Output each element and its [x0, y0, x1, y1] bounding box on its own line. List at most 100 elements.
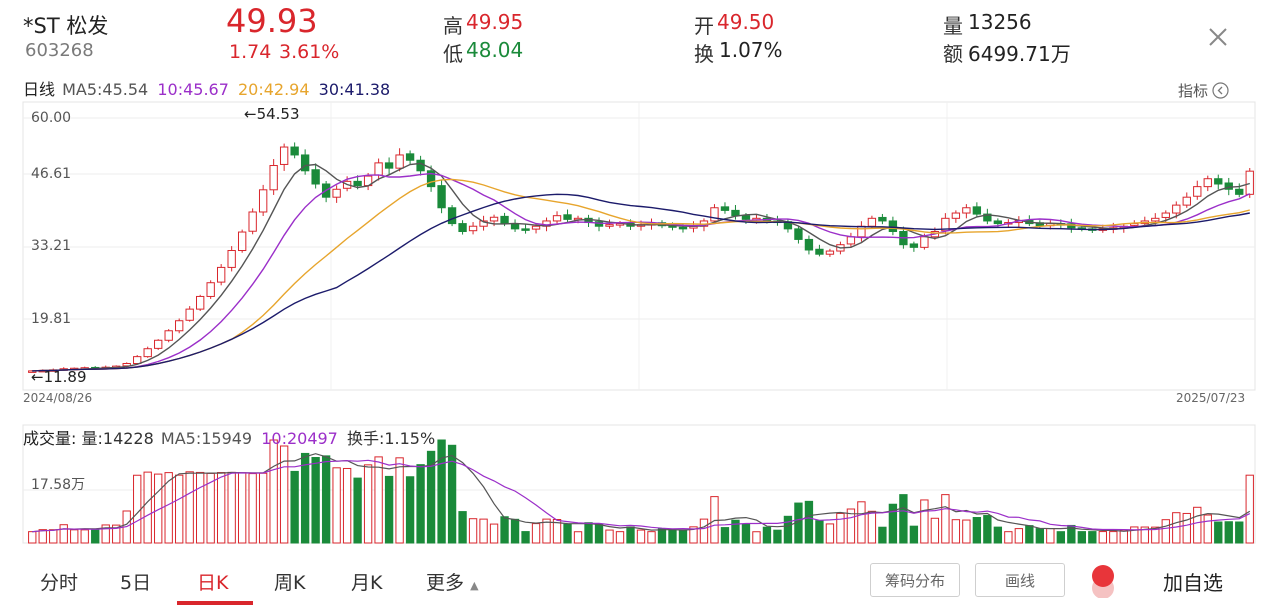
volume-bar	[762, 526, 772, 544]
y-tick-19: 19.81	[31, 311, 72, 327]
volume-bar	[164, 472, 173, 544]
tab-weekly-k[interactable]: 周K	[274, 572, 306, 594]
volume-bar	[699, 518, 709, 544]
volume-bar	[363, 464, 373, 544]
candle-body	[154, 339, 163, 349]
candle-body	[626, 222, 635, 227]
volume-bar	[468, 518, 478, 544]
volume-bar	[573, 531, 583, 544]
volume-bar	[752, 531, 761, 544]
candle-body	[458, 223, 467, 233]
candle-body	[290, 146, 299, 156]
candle-body	[479, 220, 488, 227]
volume-bar	[531, 523, 541, 544]
volume-bar	[1235, 521, 1244, 544]
volume-bar	[1224, 521, 1233, 544]
candle-body	[216, 266, 226, 283]
candle-body	[1172, 204, 1181, 214]
candle-body	[101, 366, 110, 370]
volume-bar	[1182, 512, 1191, 544]
chips-distribution-button[interactable]: 筹码分布	[870, 563, 960, 597]
y-tick-46: 46.61	[31, 166, 72, 182]
volume-bar	[384, 475, 394, 544]
volume-bar	[1046, 528, 1055, 544]
volume-bar	[857, 501, 866, 544]
tab-5day[interactable]: 5日	[120, 572, 152, 594]
candle-body	[332, 188, 341, 198]
period-label: 日线	[23, 80, 56, 99]
candle-body	[615, 223, 625, 226]
tab-monthly-k[interactable]: 月K	[351, 572, 383, 594]
volume-bar	[1014, 528, 1024, 544]
candle-body	[342, 180, 352, 189]
y-tick-33: 33.21	[31, 238, 72, 254]
volume-bar	[1067, 524, 1076, 544]
low-marker: ←11.89	[31, 368, 87, 386]
candle-body	[710, 207, 719, 222]
candle-body	[164, 330, 173, 341]
candle-body	[1077, 227, 1086, 230]
indicator-button[interactable]: 指标	[1178, 80, 1229, 101]
candle-body	[867, 217, 877, 227]
tab-daily-k[interactable]: 日K	[197, 572, 229, 594]
candle-body	[531, 225, 541, 230]
caret-up-icon: ▲	[470, 579, 479, 592]
candle-body	[1046, 223, 1055, 227]
tab-intraday[interactable]: 分时	[40, 572, 79, 594]
candle-body	[668, 225, 677, 228]
volume-bar	[783, 515, 793, 544]
volume-bar	[741, 523, 751, 544]
candle-body	[112, 365, 121, 369]
volume-bar	[647, 531, 656, 544]
volume-value: 13256	[968, 10, 1032, 34]
volume-bar	[311, 457, 320, 544]
volume-bar	[395, 457, 404, 544]
volume-bar	[112, 524, 121, 544]
candle-body	[773, 220, 782, 224]
tab-more[interactable]: 更多 ▲	[426, 568, 479, 595]
volume-bar	[836, 512, 845, 544]
volume-ma5-line	[32, 453, 1251, 533]
volume-bar	[1088, 531, 1097, 544]
volume-bar	[815, 520, 824, 544]
candle-body	[248, 211, 257, 232]
close-icon[interactable]	[1206, 25, 1230, 49]
candle-body	[1014, 219, 1024, 224]
draw-line-button[interactable]: 画线	[975, 563, 1065, 597]
candle-body	[1088, 228, 1097, 231]
candle-body	[762, 217, 772, 222]
candle-body	[678, 226, 688, 230]
volume-bar	[846, 508, 856, 544]
candle-body	[825, 250, 835, 255]
ma5-line	[32, 162, 1250, 372]
volume-bar	[657, 528, 667, 544]
volume-bar	[542, 518, 551, 544]
volume-bar	[825, 523, 835, 544]
candle-body	[815, 248, 824, 255]
candle-body	[647, 223, 656, 226]
open-label: 开	[694, 14, 714, 38]
candle-body	[731, 209, 740, 217]
candle-body	[657, 222, 667, 227]
volume-bar	[1172, 512, 1181, 544]
volume-bar	[510, 518, 520, 544]
volume-bar	[59, 524, 68, 544]
volume-bar	[521, 531, 530, 544]
candle-body	[741, 215, 751, 220]
add-watchlist-button[interactable]: 加自选	[1163, 571, 1223, 595]
volume-bar	[678, 529, 688, 544]
candle-body	[720, 206, 730, 211]
high-marker: ←54.53	[244, 105, 300, 123]
candle-body	[584, 217, 593, 224]
volume-bar	[1151, 526, 1160, 544]
ma30-line	[32, 193, 1250, 372]
candle-body	[899, 231, 908, 246]
candle-body	[122, 362, 131, 367]
volume-bar	[951, 519, 961, 544]
candle-body	[416, 159, 425, 172]
record-icon[interactable]	[1091, 564, 1115, 598]
candle-body	[983, 213, 992, 222]
volume-bar	[1056, 531, 1066, 544]
volume-bar	[122, 510, 131, 544]
candle-body	[405, 153, 415, 161]
